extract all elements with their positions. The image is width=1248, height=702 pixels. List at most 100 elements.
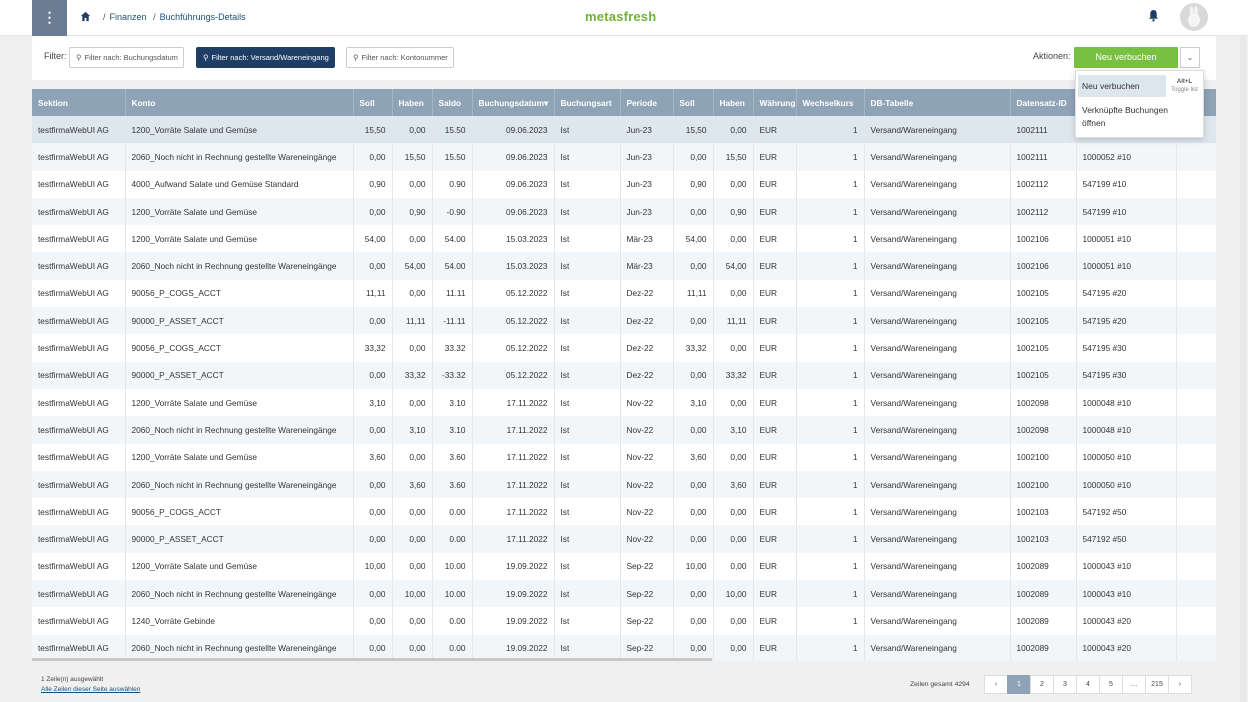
table-cell[interactable]: Versand/Wareneingang (864, 580, 1011, 608)
table-cell[interactable]: 0,00 (673, 307, 714, 335)
table-cell[interactable]: 1002105 (1010, 279, 1077, 308)
table-cell[interactable]: Sep-22 (620, 607, 674, 635)
table-row[interactable]: testfirmaWebUI AG 1200_Vorräte Salate und… (32, 116, 1216, 144)
table-cell[interactable]: testfirmaWebUI AG (32, 225, 126, 253)
table-cell[interactable]: 15.03.2023 (472, 225, 555, 253)
table-cell[interactable]: 1 (796, 416, 865, 444)
table-cell[interactable]: 05.12.2022 (472, 279, 555, 308)
table-cell[interactable]: Ist (554, 580, 621, 608)
table-cell[interactable]: 33,32 (713, 361, 754, 389)
filter-kontonummer-button[interactable]: ⚲ Filter nach: Kontonummer (346, 47, 454, 68)
breadcrumb-details[interactable]: Buchführungs-Details (159, 12, 246, 22)
table-row[interactable]: testfirmaWebUI AG 90000_P_ASSET_ACCT 0,00 1… (32, 307, 1216, 335)
table-cell[interactable]: 0,00 (353, 416, 393, 444)
column-header[interactable]: Wechselkurs (796, 89, 865, 116)
table-cell[interactable]: 1000050 #10 (1076, 470, 1177, 499)
table-cell[interactable]: testfirmaWebUI AG (32, 552, 126, 581)
table-cell[interactable]: 0,00 (713, 525, 754, 553)
table-cell[interactable]: 0,00 (673, 197, 714, 226)
neu-verbuchen-button[interactable]: Neu verbuchen (1074, 47, 1178, 68)
table-cell[interactable]: 1000052 #10 (1076, 143, 1177, 171)
table-cell[interactable]: Ist (554, 116, 621, 144)
table-cell[interactable]: 19.09.2022 (472, 634, 555, 661)
table-cell[interactable]: 4000_Aufwand Salate und Gemüse Standard (125, 170, 354, 198)
table-cell[interactable] (1176, 279, 1216, 308)
table-cell[interactable]: 1000051 #10 (1076, 225, 1177, 253)
table-cell[interactable]: testfirmaWebUI AG (32, 498, 126, 526)
table-cell[interactable]: 10,00 (353, 552, 393, 581)
table-cell[interactable]: 11,11 (392, 307, 433, 335)
table-cell[interactable]: 0,00 (673, 252, 714, 280)
column-header[interactable]: Buchungsdatum▾ (472, 89, 555, 116)
table-cell[interactable]: 0,00 (353, 252, 393, 280)
table-cell[interactable]: 1 (796, 143, 865, 171)
column-header[interactable]: Sektion (32, 89, 126, 116)
table-cell[interactable]: Nov-22 (620, 470, 674, 499)
table-cell[interactable]: Nov-22 (620, 388, 674, 417)
table-row[interactable]: testfirmaWebUI AG 1200_Vorräte Salate und… (32, 197, 1216, 226)
table-cell[interactable]: 15.50 (432, 116, 473, 144)
table-cell[interactable]: Ist (554, 552, 621, 581)
table-cell[interactable]: 1002111 (1010, 116, 1077, 144)
table-cell[interactable]: 1000048 #10 (1076, 416, 1177, 444)
table-cell[interactable]: 17.11.2022 (472, 525, 555, 553)
table-cell[interactable]: 90000_P_ASSET_ACCT (125, 361, 354, 389)
table-cell[interactable]: testfirmaWebUI AG (32, 388, 126, 417)
table-cell[interactable]: 1002106 (1010, 225, 1077, 253)
column-header[interactable]: Haben (392, 89, 433, 116)
table-cell[interactable]: 15.03.2023 (472, 252, 555, 280)
table-cell[interactable]: EUR (753, 361, 797, 389)
table-cell[interactable]: 0,00 (392, 607, 433, 635)
table-cell[interactable]: 2060_Noch nicht in Rechnung gestellte Wa… (125, 634, 354, 661)
table-cell[interactable]: 3.10 (432, 416, 473, 444)
table-cell[interactable]: 1002105 (1010, 307, 1077, 335)
table-cell[interactable]: 1002106 (1010, 252, 1077, 280)
table-cell[interactable]: 1002089 (1010, 552, 1077, 581)
table-cell[interactable]: Ist (554, 307, 621, 335)
table-cell[interactable]: 1002105 (1010, 334, 1077, 362)
column-header[interactable]: DB-Tabelle (864, 89, 1011, 116)
table-cell[interactable]: 33,32 (673, 334, 714, 362)
table-cell[interactable]: 15,50 (673, 116, 714, 144)
table-cell[interactable]: EUR (753, 252, 797, 280)
table-cell[interactable]: 1200_Vorräte Salate und Gemüse (125, 443, 354, 471)
table-cell[interactable]: 0,00 (713, 443, 754, 471)
table-cell[interactable]: 33,32 (392, 361, 433, 389)
table-cell[interactable]: 1 (796, 634, 865, 661)
table-cell[interactable]: 0,00 (673, 143, 714, 171)
vertical-scrollbar[interactable] (1240, 36, 1246, 702)
table-cell[interactable]: 0,00 (392, 525, 433, 553)
table-cell[interactable]: testfirmaWebUI AG (32, 525, 126, 553)
prev-page-button[interactable]: ‹ (984, 675, 1008, 694)
table-cell[interactable]: 0,00 (713, 388, 754, 417)
menu-button[interactable]: ⋮ (32, 0, 67, 36)
table-cell[interactable]: EUR (753, 143, 797, 171)
table-cell[interactable]: 1 (796, 252, 865, 280)
table-cell[interactable]: 0,00 (353, 498, 393, 526)
column-header[interactable]: Periode (620, 89, 674, 116)
table-cell[interactable]: -33.32 (432, 361, 473, 389)
table-cell[interactable]: EUR (753, 334, 797, 362)
table-cell[interactable]: 90000_P_ASSET_ACCT (125, 525, 354, 553)
table-cell[interactable]: 0,00 (392, 634, 433, 661)
table-cell[interactable]: 0,00 (392, 279, 433, 308)
table-cell[interactable]: 54,00 (392, 252, 433, 280)
table-cell[interactable]: 90056_P_COGS_ACCT (125, 334, 354, 362)
table-cell[interactable] (1176, 334, 1216, 362)
table-cell[interactable]: Nov-22 (620, 443, 674, 471)
table-row[interactable]: testfirmaWebUI AG 2060_Noch nicht in Rech… (32, 252, 1216, 280)
table-row[interactable]: testfirmaWebUI AG 2060_Noch nicht in Rech… (32, 580, 1216, 608)
table-cell[interactable]: EUR (753, 607, 797, 635)
table-cell[interactable]: Sep-22 (620, 552, 674, 581)
table-cell[interactable]: 0,00 (673, 634, 714, 661)
table-cell[interactable]: Versand/Wareneingang (864, 634, 1011, 661)
table-cell[interactable]: testfirmaWebUI AG (32, 116, 126, 144)
table-cell[interactable]: Versand/Wareneingang (864, 225, 1011, 253)
table-cell[interactable]: 0,00 (353, 143, 393, 171)
table-cell[interactable]: Versand/Wareneingang (864, 170, 1011, 198)
select-all-link[interactable]: Alle Zeilen dieser Seite auswählen (41, 686, 141, 693)
table-cell[interactable]: Sep-22 (620, 634, 674, 661)
table-cell[interactable]: 0,00 (673, 607, 714, 635)
table-cell[interactable]: Ist (554, 170, 621, 198)
table-cell[interactable]: Sep-22 (620, 580, 674, 608)
